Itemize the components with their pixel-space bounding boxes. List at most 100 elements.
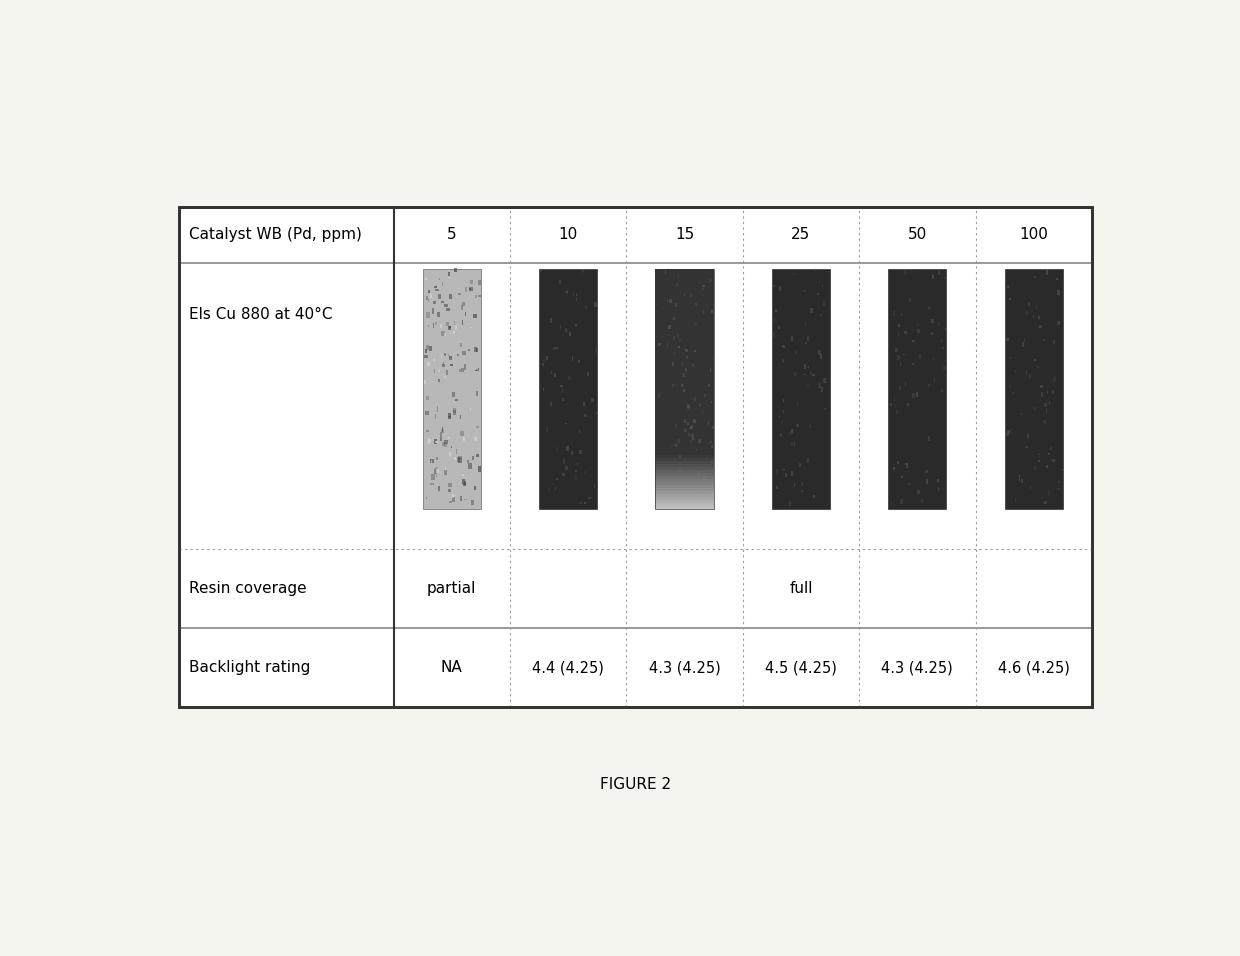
- Bar: [698, 470, 701, 475]
- Bar: [929, 307, 931, 310]
- Bar: [474, 438, 476, 441]
- Bar: [781, 421, 782, 424]
- Bar: [703, 477, 706, 480]
- Bar: [684, 368, 687, 372]
- Bar: [904, 271, 906, 275]
- Bar: [425, 430, 429, 432]
- Bar: [656, 340, 714, 343]
- Bar: [682, 373, 684, 377]
- Bar: [451, 494, 454, 498]
- Bar: [456, 354, 460, 357]
- Bar: [687, 404, 689, 408]
- Bar: [444, 377, 445, 380]
- Bar: [560, 388, 563, 393]
- Bar: [456, 448, 458, 454]
- Bar: [903, 354, 905, 356]
- Bar: [1059, 482, 1060, 483]
- Bar: [656, 424, 714, 427]
- Bar: [823, 301, 825, 306]
- Bar: [1038, 457, 1040, 458]
- Bar: [562, 472, 565, 476]
- Bar: [463, 479, 465, 484]
- Bar: [792, 273, 795, 275]
- Bar: [1053, 340, 1055, 344]
- Bar: [433, 358, 435, 360]
- Bar: [931, 273, 932, 278]
- Bar: [546, 427, 548, 432]
- Bar: [662, 308, 665, 310]
- Bar: [687, 406, 689, 410]
- Bar: [709, 279, 712, 282]
- Bar: [942, 366, 946, 370]
- Bar: [656, 329, 714, 332]
- Bar: [901, 476, 903, 478]
- Bar: [459, 369, 460, 372]
- Bar: [677, 346, 680, 348]
- Bar: [656, 403, 714, 406]
- Bar: [909, 297, 911, 302]
- Bar: [464, 481, 466, 485]
- Text: Els Cu 880 at 40°C: Els Cu 880 at 40°C: [188, 307, 332, 322]
- Bar: [434, 469, 436, 474]
- Bar: [782, 468, 785, 470]
- Bar: [782, 358, 784, 363]
- Bar: [709, 443, 711, 445]
- Bar: [782, 345, 785, 348]
- Bar: [818, 382, 821, 388]
- Bar: [656, 343, 714, 347]
- Bar: [681, 383, 683, 386]
- Bar: [541, 269, 542, 272]
- Bar: [463, 301, 465, 306]
- Bar: [823, 379, 826, 382]
- Bar: [556, 347, 558, 349]
- Bar: [425, 313, 429, 317]
- Bar: [931, 333, 932, 336]
- Bar: [1034, 276, 1037, 278]
- Bar: [425, 277, 428, 280]
- Bar: [919, 355, 921, 358]
- Bar: [895, 404, 897, 408]
- Bar: [942, 347, 945, 349]
- Bar: [444, 304, 448, 308]
- Bar: [790, 501, 791, 506]
- Bar: [445, 370, 448, 375]
- Bar: [433, 301, 435, 304]
- Bar: [449, 452, 451, 456]
- Bar: [795, 351, 797, 354]
- Bar: [551, 318, 552, 323]
- Bar: [656, 350, 714, 353]
- Bar: [1025, 445, 1028, 447]
- Bar: [1038, 460, 1040, 462]
- Bar: [1044, 501, 1047, 504]
- Text: NA: NA: [441, 661, 463, 675]
- Bar: [591, 398, 594, 402]
- Bar: [794, 372, 797, 376]
- Bar: [821, 387, 823, 392]
- Bar: [931, 319, 934, 323]
- Bar: [899, 386, 900, 390]
- Bar: [449, 483, 451, 488]
- Bar: [588, 497, 591, 499]
- Bar: [1039, 325, 1042, 328]
- Bar: [1054, 377, 1056, 381]
- Bar: [572, 356, 573, 360]
- Bar: [449, 293, 453, 299]
- Bar: [594, 302, 596, 308]
- Bar: [444, 440, 448, 444]
- Bar: [475, 367, 477, 370]
- Text: FIGURE 2: FIGURE 2: [600, 777, 671, 793]
- Text: 100: 100: [1019, 228, 1048, 242]
- Bar: [425, 349, 427, 353]
- Bar: [565, 328, 567, 332]
- Bar: [455, 325, 456, 329]
- Bar: [656, 322, 714, 326]
- Bar: [461, 352, 465, 355]
- Bar: [428, 325, 429, 327]
- Bar: [464, 437, 465, 441]
- Bar: [712, 460, 713, 464]
- Bar: [430, 483, 434, 485]
- Bar: [673, 337, 675, 340]
- Bar: [477, 280, 481, 285]
- Bar: [466, 460, 470, 463]
- Bar: [684, 429, 687, 432]
